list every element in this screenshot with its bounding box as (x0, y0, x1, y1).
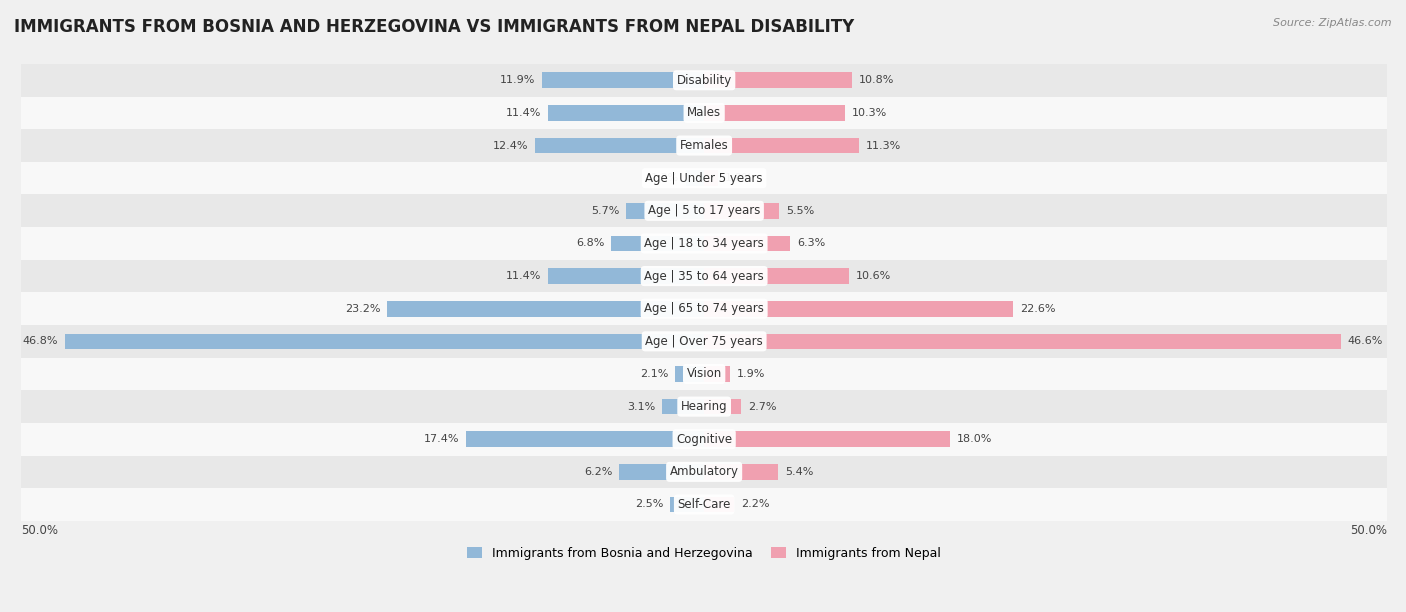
Bar (704, 334, 1341, 349)
Bar (21, 97, 1388, 129)
Text: 1.0%: 1.0% (724, 173, 752, 183)
Text: 46.8%: 46.8% (22, 337, 58, 346)
Text: Self-Care: Self-Care (678, 498, 731, 511)
Text: Age | 18 to 34 years: Age | 18 to 34 years (644, 237, 763, 250)
Text: Vision: Vision (686, 367, 721, 381)
Text: 2.2%: 2.2% (741, 499, 769, 510)
Bar (671, 497, 704, 512)
Legend: Immigrants from Bosnia and Herzegovina, Immigrants from Nepal: Immigrants from Bosnia and Herzegovina, … (463, 542, 946, 565)
Text: 1.9%: 1.9% (737, 369, 765, 379)
Bar (686, 170, 704, 186)
Text: 5.4%: 5.4% (785, 467, 813, 477)
Text: 12.4%: 12.4% (492, 141, 527, 151)
Bar (704, 399, 741, 414)
Text: IMMIGRANTS FROM BOSNIA AND HERZEGOVINA VS IMMIGRANTS FROM NEPAL DISABILITY: IMMIGRANTS FROM BOSNIA AND HERZEGOVINA V… (14, 18, 855, 36)
Text: 3.1%: 3.1% (627, 401, 655, 412)
Bar (675, 366, 704, 382)
Bar (534, 138, 704, 154)
Text: 10.6%: 10.6% (856, 271, 891, 281)
Text: Cognitive: Cognitive (676, 433, 733, 446)
Bar (548, 268, 704, 284)
Bar (21, 227, 1388, 259)
Text: 6.3%: 6.3% (797, 239, 825, 248)
Bar (21, 455, 1388, 488)
Bar (21, 129, 1388, 162)
Bar (548, 105, 704, 121)
Text: 11.4%: 11.4% (506, 108, 541, 118)
Text: 50.0%: 50.0% (1350, 524, 1388, 537)
Text: 5.5%: 5.5% (786, 206, 814, 216)
Bar (704, 431, 950, 447)
Text: 11.9%: 11.9% (499, 75, 534, 85)
Bar (21, 423, 1388, 455)
Bar (21, 325, 1388, 357)
Bar (21, 390, 1388, 423)
Text: 17.4%: 17.4% (425, 435, 460, 444)
Text: 6.8%: 6.8% (576, 239, 605, 248)
Text: 11.3%: 11.3% (865, 141, 901, 151)
Bar (704, 464, 778, 480)
Bar (467, 431, 704, 447)
Bar (704, 268, 849, 284)
Bar (21, 293, 1388, 325)
Bar (704, 170, 718, 186)
Bar (704, 366, 730, 382)
Bar (704, 236, 790, 252)
Text: 1.3%: 1.3% (651, 173, 679, 183)
Text: Females: Females (679, 139, 728, 152)
Bar (21, 488, 1388, 521)
Bar (21, 64, 1388, 97)
Text: Hearing: Hearing (681, 400, 727, 413)
Text: Age | 5 to 17 years: Age | 5 to 17 years (648, 204, 761, 217)
Bar (704, 497, 734, 512)
Bar (704, 105, 845, 121)
Bar (65, 334, 704, 349)
Bar (21, 259, 1388, 293)
Text: 23.2%: 23.2% (344, 304, 381, 314)
Bar (541, 72, 704, 88)
Text: 2.1%: 2.1% (640, 369, 669, 379)
Text: Age | Under 5 years: Age | Under 5 years (645, 172, 763, 185)
Bar (704, 301, 1012, 316)
Bar (704, 203, 779, 218)
Text: 46.6%: 46.6% (1347, 337, 1384, 346)
Text: 18.0%: 18.0% (957, 435, 993, 444)
Text: Age | 65 to 74 years: Age | 65 to 74 years (644, 302, 763, 315)
Bar (626, 203, 704, 218)
Bar (620, 464, 704, 480)
Text: 2.5%: 2.5% (634, 499, 664, 510)
Text: 22.6%: 22.6% (1019, 304, 1056, 314)
Bar (612, 236, 704, 252)
Text: Disability: Disability (676, 74, 731, 87)
Text: 6.2%: 6.2% (585, 467, 613, 477)
Text: 10.3%: 10.3% (852, 108, 887, 118)
Bar (704, 138, 859, 154)
Text: 10.8%: 10.8% (859, 75, 894, 85)
Text: 5.7%: 5.7% (591, 206, 620, 216)
Bar (21, 357, 1388, 390)
Text: Age | Over 75 years: Age | Over 75 years (645, 335, 763, 348)
Text: 50.0%: 50.0% (21, 524, 58, 537)
Bar (21, 195, 1388, 227)
Text: 2.7%: 2.7% (748, 401, 776, 412)
Bar (662, 399, 704, 414)
Text: Source: ZipAtlas.com: Source: ZipAtlas.com (1274, 18, 1392, 28)
Text: 11.4%: 11.4% (506, 271, 541, 281)
Bar (704, 72, 852, 88)
Text: Ambulatory: Ambulatory (669, 465, 738, 479)
Bar (387, 301, 704, 316)
Text: Males: Males (688, 106, 721, 119)
Text: Age | 35 to 64 years: Age | 35 to 64 years (644, 269, 763, 283)
Bar (21, 162, 1388, 195)
